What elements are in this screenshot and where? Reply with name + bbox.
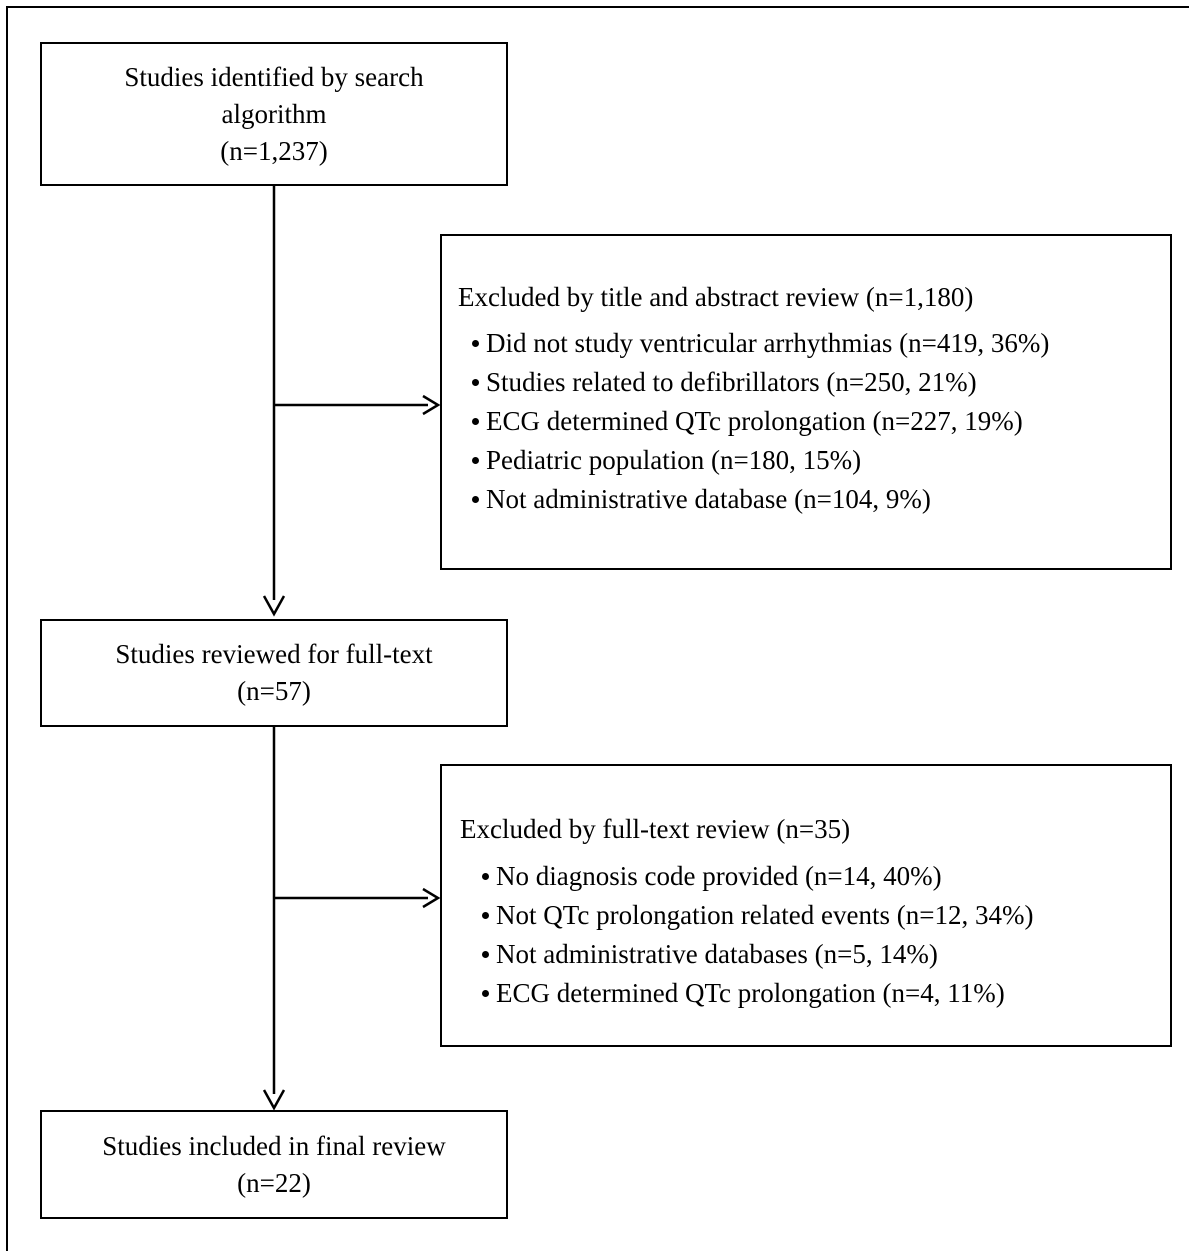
list-item: Did not study ventricular arrhythmias (n…: [472, 324, 1170, 363]
exclusion-title-abstract-heading: Excluded by title and abstract review (n…: [458, 282, 974, 312]
box-studies-included: Studies included in final review (n=22): [40, 1110, 508, 1219]
list-item: Not administrative database (n=104, 9%): [472, 480, 1170, 519]
bullet-icon: [472, 457, 479, 465]
exclusion-reason: ECG determined QTc prolongation (n=227, …: [486, 406, 1023, 436]
exclusion-reason: ECG determined QTc prolongation (n=4, 11…: [496, 978, 1005, 1008]
exclusion-reason: No diagnosis code provided (n=14, 40%): [496, 861, 942, 891]
exclusion-reason: Not administrative database (n=104, 9%): [486, 484, 931, 514]
bullet-icon: [472, 340, 479, 348]
exclusion-full-text-heading: Excluded by full-text review (n=35): [460, 814, 851, 844]
identified-line-2: algorithm: [221, 98, 327, 129]
exclusion-full-text-list: No diagnosis code provided (n=14, 40%) N…: [460, 857, 1170, 1013]
list-item: ECG determined QTc prolongation (n=4, 11…: [482, 974, 1170, 1013]
exclusion-title-abstract-list: Did not study ventricular arrhythmias (n…: [458, 324, 1170, 519]
bullet-icon: [482, 912, 489, 920]
arrowhead-to-exclusion-full-text: [422, 887, 441, 909]
arrowhead-to-exclusion-title-abstract: [422, 394, 441, 416]
bullet-icon: [482, 990, 489, 998]
bullet-icon: [482, 873, 489, 881]
list-item: Not QTc prolongation related events (n=1…: [482, 896, 1170, 935]
identified-count: (n=1,237): [220, 135, 328, 166]
frame-top-border: [6, 6, 1189, 8]
box-excluded-full-text: Excluded by full-text review (n=35) No d…: [440, 764, 1172, 1047]
list-item: Studies related to defibrillators (n=250…: [472, 363, 1170, 402]
bullet-icon: [472, 418, 479, 426]
box-excluded-title-abstract: Excluded by title and abstract review (n…: [440, 234, 1172, 570]
exclusion-reason: Pediatric population (n=180, 15%): [486, 445, 862, 475]
arrowhead-to-fulltext: [262, 595, 286, 617]
list-item: Pediatric population (n=180, 15%): [472, 441, 1170, 480]
exclusion-reason: Did not study ventricular arrhythmias (n…: [486, 328, 1050, 358]
box-studies-reviewed-full-text: Studies reviewed for full-text (n=57): [40, 619, 508, 727]
bullet-icon: [482, 951, 489, 959]
bullet-icon: [472, 496, 479, 504]
included-line-1: Studies included in final review: [102, 1130, 446, 1161]
exclusion-reason: Not administrative databases (n=5, 14%): [496, 939, 938, 969]
bullet-icon: [472, 379, 479, 387]
full-text-count: (n=57): [237, 676, 311, 706]
full-text-line-1: Studies reviewed for full-text: [115, 639, 433, 669]
frame-left-border: [6, 6, 8, 1251]
exclusion-reason: Studies related to defibrillators (n=250…: [486, 367, 977, 397]
identified-line-1: Studies identified by search: [124, 61, 424, 92]
box-studies-identified: Studies identified by search algorithm (…: [40, 42, 508, 186]
list-item: Not administrative databases (n=5, 14%): [482, 935, 1170, 974]
list-item: ECG determined QTc prolongation (n=227, …: [472, 402, 1170, 441]
list-item: No diagnosis code provided (n=14, 40%): [482, 857, 1170, 896]
arrowhead-to-included: [262, 1089, 286, 1111]
exclusion-reason: Not QTc prolongation related events (n=1…: [496, 900, 1034, 930]
included-count: (n=22): [237, 1167, 311, 1198]
